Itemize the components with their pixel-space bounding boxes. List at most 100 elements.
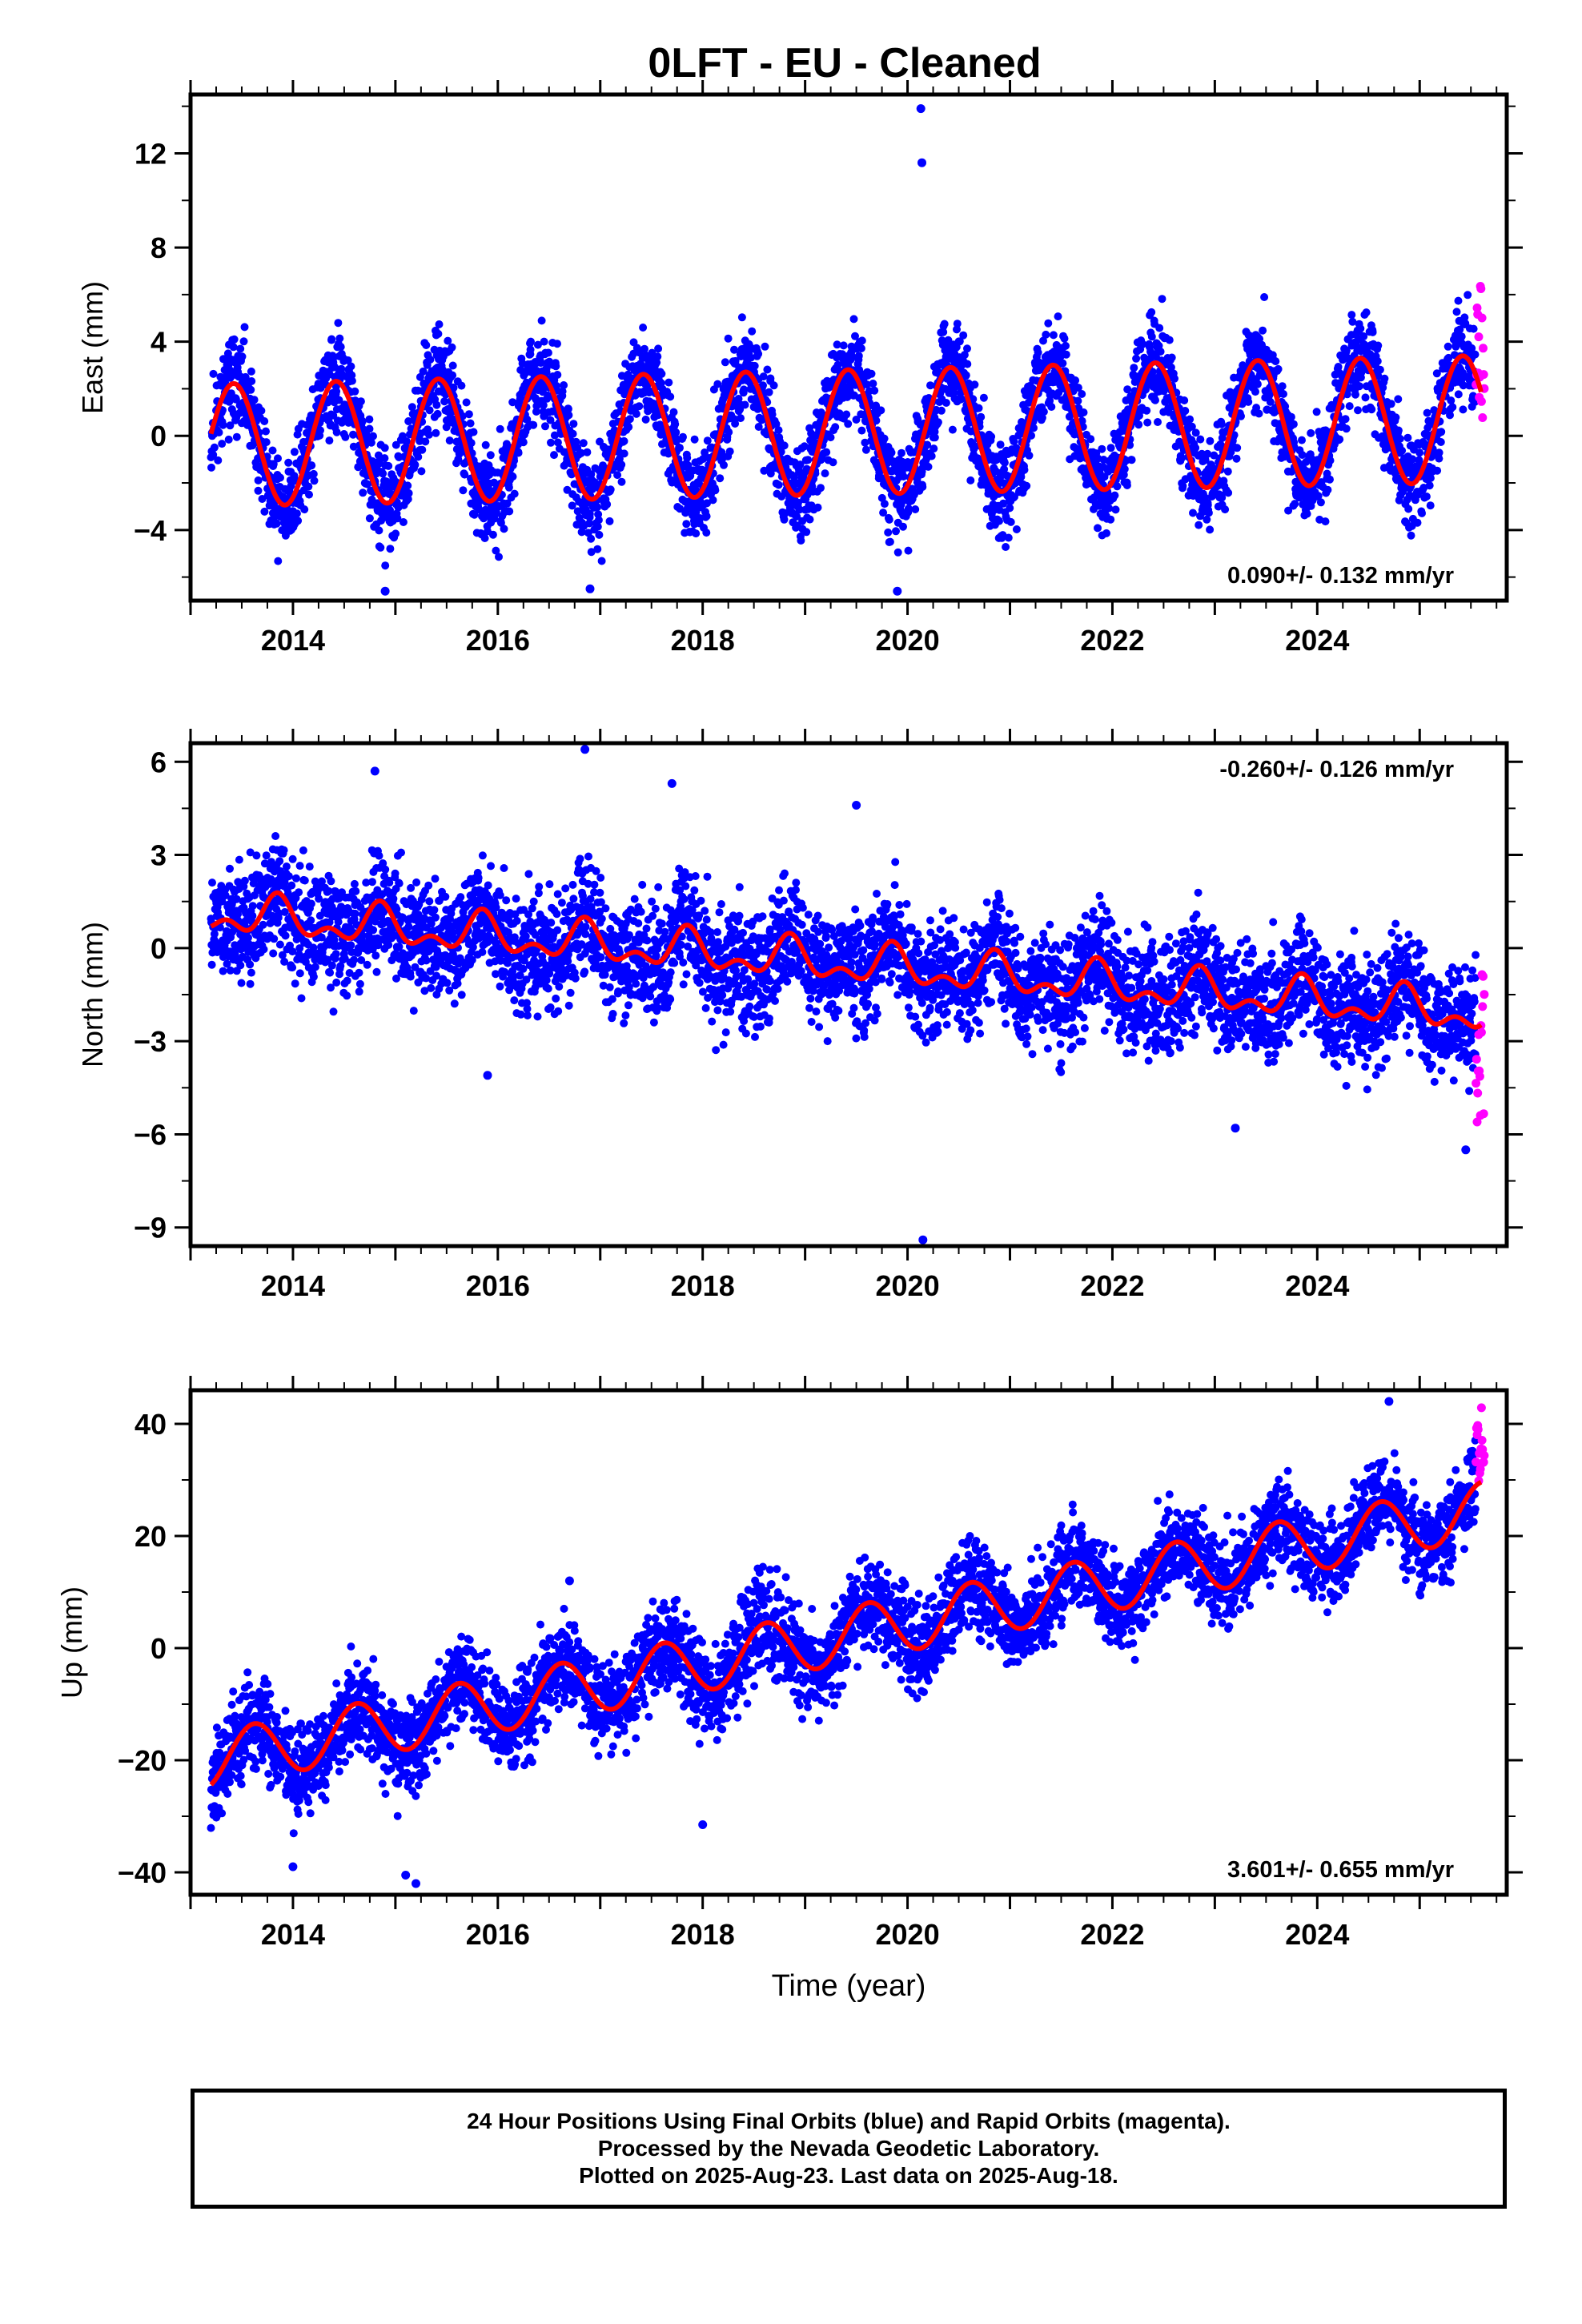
east-point [336, 343, 345, 352]
east-point [699, 455, 708, 464]
east-rapid-point [1476, 396, 1486, 406]
east-point [760, 466, 769, 475]
east-point [434, 329, 443, 338]
east-point [1287, 412, 1295, 421]
east-point [219, 355, 227, 364]
east-point [774, 480, 783, 489]
east-point [422, 341, 431, 349]
east-point [899, 472, 908, 480]
east-point [254, 486, 263, 495]
east-point [720, 460, 728, 469]
east-point [974, 404, 983, 412]
east-point [748, 327, 757, 336]
east-point [880, 500, 889, 509]
east-point [1224, 489, 1233, 497]
east-point [393, 514, 402, 523]
east-point [750, 361, 759, 370]
east-point [1398, 446, 1407, 455]
east-point [508, 472, 517, 481]
east-point [869, 380, 877, 388]
east-point [852, 416, 861, 424]
east-point [272, 519, 281, 528]
east-point [284, 458, 293, 467]
east-point [654, 344, 663, 353]
east-point [1006, 517, 1015, 526]
east-point [1206, 525, 1215, 534]
east-point [1447, 396, 1456, 405]
east-point [250, 396, 259, 404]
east-point [885, 515, 893, 524]
east-point [1415, 448, 1424, 457]
east-point [761, 342, 769, 351]
east-point [1042, 330, 1050, 339]
east-final-orbit-points [207, 104, 1480, 596]
north-point [279, 846, 288, 854]
east-point [904, 546, 913, 555]
east-rapid-point [1479, 344, 1488, 353]
east-point [432, 428, 440, 437]
north-point [351, 887, 360, 895]
east-point [262, 427, 270, 436]
east-point [1452, 308, 1461, 316]
east-point [1078, 390, 1086, 398]
east-outlier-point [585, 584, 595, 593]
north-point [381, 865, 390, 874]
east-point [794, 498, 802, 507]
east-point [987, 432, 996, 441]
north-point [240, 876, 249, 885]
east-point [1335, 435, 1344, 444]
east-point [331, 363, 339, 372]
east-point [597, 557, 606, 565]
east-point [817, 484, 825, 493]
east-point [573, 507, 582, 516]
east-point [1413, 518, 1422, 527]
east-point [1196, 435, 1205, 444]
east-point [1326, 475, 1334, 484]
north-point [327, 961, 336, 970]
east-point [1143, 418, 1152, 427]
north-point [369, 926, 378, 935]
east-point [632, 409, 640, 418]
east-point [307, 461, 316, 470]
east-data-layer [207, 104, 1489, 596]
east-point [335, 334, 344, 343]
east-point [448, 371, 457, 380]
east-point [1158, 295, 1166, 304]
north-point [368, 878, 376, 887]
east-point [1404, 505, 1413, 513]
east-point [1342, 424, 1351, 433]
east-point [332, 428, 341, 436]
east-point [508, 398, 517, 407]
east-point [1191, 444, 1200, 452]
east-point [1395, 434, 1404, 443]
east-point [374, 451, 383, 460]
east-point [666, 392, 675, 401]
east-point [367, 438, 375, 447]
east-point [1251, 388, 1259, 396]
east-point [977, 412, 986, 421]
east-point [1237, 412, 1245, 420]
east-outlier-point [380, 586, 390, 596]
east-point [1373, 357, 1382, 365]
east-x-tick-label: 2024 [1285, 624, 1349, 657]
east-point [862, 380, 871, 389]
east-point [504, 483, 513, 492]
north-point [295, 888, 303, 897]
north-point [350, 955, 359, 964]
east-point [620, 449, 628, 458]
north-point [291, 874, 300, 883]
east-point [690, 435, 699, 444]
east-point [1255, 409, 1263, 418]
east-point [731, 356, 740, 365]
east-point [247, 377, 256, 385]
east-point [867, 369, 876, 378]
east-point [380, 454, 389, 463]
east-point [568, 429, 577, 438]
east-point [337, 364, 346, 373]
east-point [224, 435, 233, 444]
east-point [781, 509, 789, 517]
east-point [500, 525, 508, 533]
east-point [924, 462, 933, 471]
east-point [918, 483, 927, 491]
